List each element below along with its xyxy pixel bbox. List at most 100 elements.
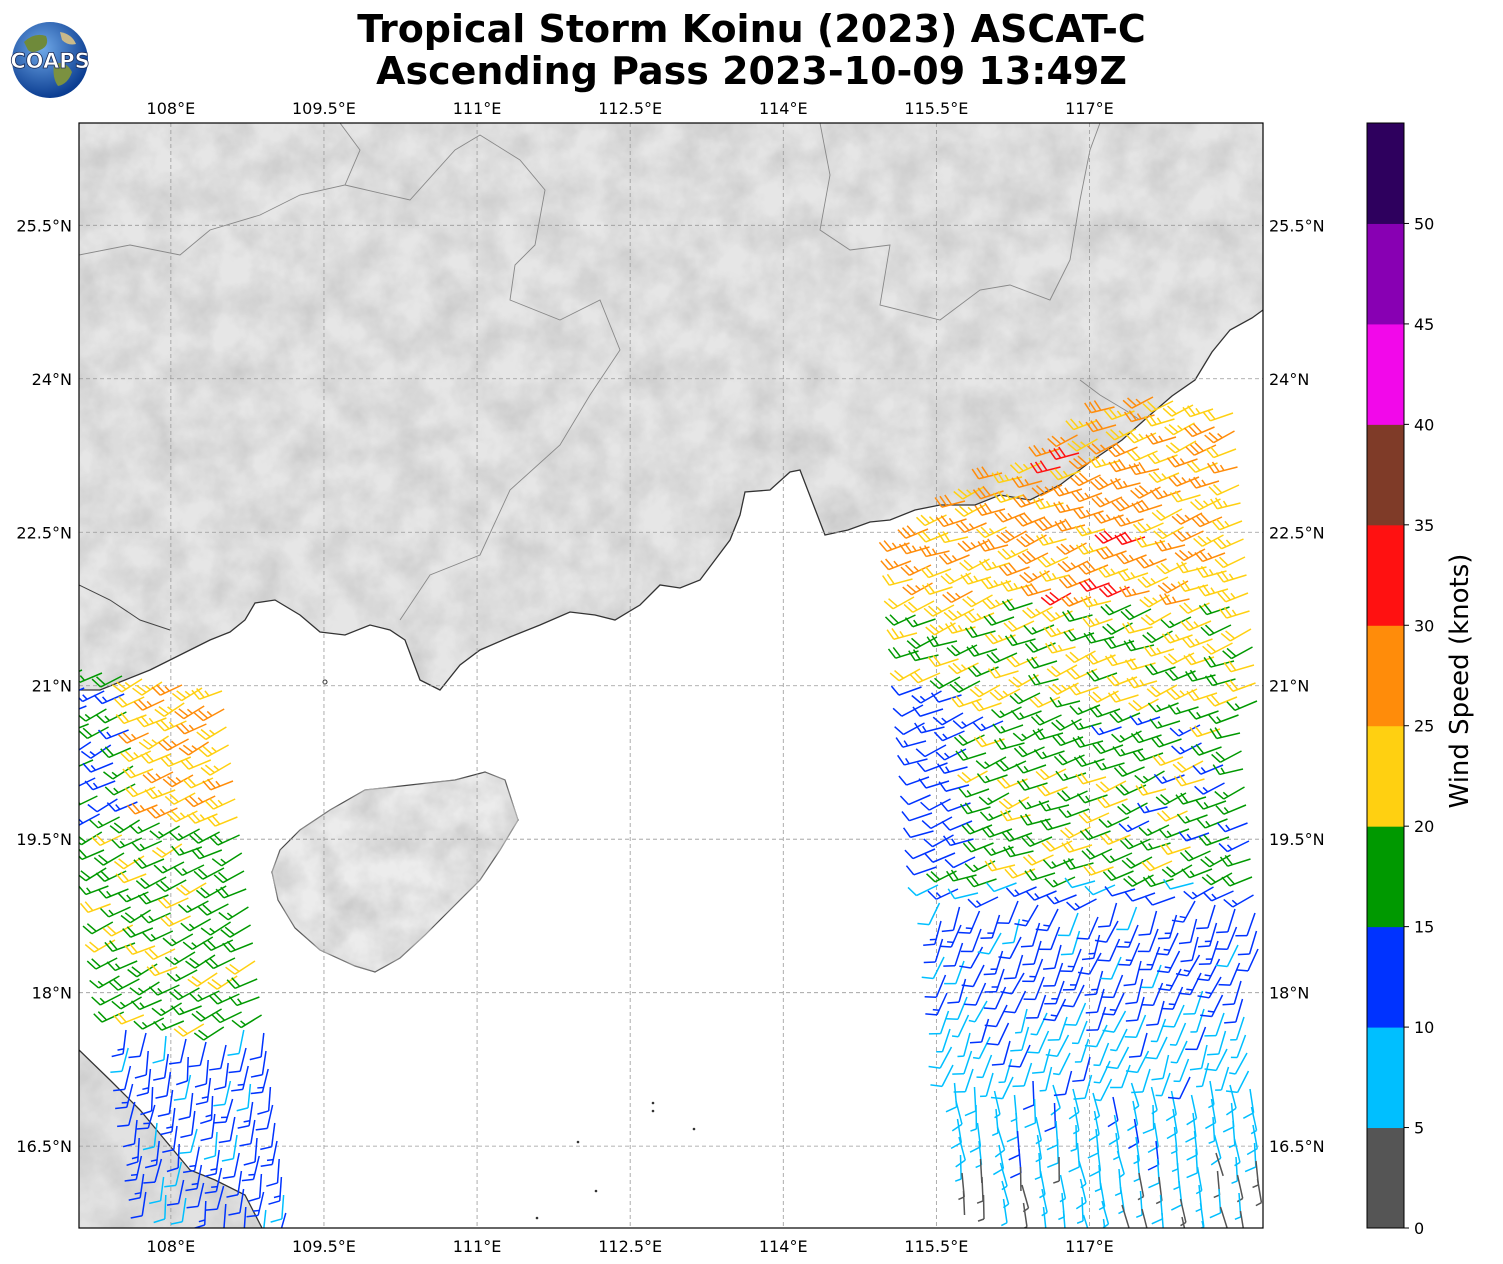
wind-barb [231,1014,262,1029]
wind-barb [905,865,937,876]
wind-barb [153,1020,185,1031]
wind-barb [1094,1078,1113,1102]
lon-tick-label-top: 114°E [759,99,808,118]
wind-barb [1072,1056,1091,1083]
wind-barb [1130,485,1161,499]
wind-barb [1255,1178,1263,1207]
wind-barb [943,608,975,621]
wind-barb [926,635,958,648]
wind-barb [1013,745,1045,758]
wind-barb [82,921,114,935]
wind-barb [220,924,251,938]
wind-barb [133,1017,165,1030]
wind-barb [188,990,220,1003]
wind-barb [1178,918,1198,945]
wind-barb [966,644,998,657]
wind-barb [1210,497,1241,510]
wind-barb [1046,664,1078,678]
wind-barb [1137,802,1168,814]
wind-barb [1135,783,1167,796]
wind-barb [173,864,205,877]
wind-barb [1067,438,1098,452]
wind-barb [1128,698,1159,712]
wind-barb [243,1206,247,1228]
wind-barb [1122,396,1154,409]
wind-barb [102,924,134,937]
wind-barb [964,982,987,1006]
wind-barb [1167,704,1199,715]
wind-barb [1024,868,1056,881]
wind-barb [927,655,959,668]
small-island [692,1127,696,1131]
wind-barb [1047,434,1078,448]
wind-barb [1197,922,1218,948]
wind-barb [1032,728,1064,741]
wind-barb [924,852,956,863]
colorbar-tick-label: 5 [1414,1119,1424,1138]
wind-barb [136,1068,152,1097]
wind-barb [228,1188,245,1216]
wind-barb [1197,976,1222,999]
wind-barb [1192,764,1224,775]
wind-barb [1075,542,1107,555]
wind-barb [195,885,227,899]
wind-barb [1223,660,1255,673]
wind-barb [1134,770,1165,784]
wind-barb [91,993,122,1006]
wind-barb [916,762,948,773]
wind-barb [1035,908,1059,932]
wind-barb [1204,430,1235,444]
wind-barb [202,778,234,791]
lat-tick-label-right: 24°N [1269,370,1309,389]
wind-barb [952,1050,973,1075]
wind-barb [1014,904,1039,927]
wind-barb [1098,902,1118,928]
lon-tick-label-top: 115.5°E [904,99,968,118]
wind-barb [1197,584,1229,597]
wind-barb [923,834,954,848]
wind-barb [136,1104,156,1130]
wind-barb [166,1143,180,1173]
wind-barb [187,972,218,987]
wind-barb [124,1155,143,1182]
wind-barb [983,986,1007,1010]
colorbar-tick-label: 25 [1414,717,1434,736]
wind-barb [1093,1060,1111,1084]
wind-barb [1043,998,1067,1022]
wind-barb [144,1140,160,1169]
lon-tick-label-top: 111°E [453,99,502,118]
wind-barb [1154,539,1186,552]
wind-barb [257,1086,272,1115]
wind-barb [1049,696,1081,708]
coastline-southwest [79,1049,263,1228]
colorbar-bin [1367,524,1404,626]
wind-barb [1022,940,1042,966]
wind-barb [1105,428,1137,441]
wind-barb [1042,1206,1047,1228]
wind-barb [908,649,939,662]
wind-barb [228,1047,247,1074]
wind-barb [1122,621,1153,634]
wind-barb [164,1161,183,1188]
wind-barb [1062,857,1094,871]
wind-barb [1000,1198,1008,1227]
wind-barb [115,1083,134,1110]
wind-barb [86,957,118,970]
wind-barb [112,678,143,693]
wind-barb [970,1104,978,1132]
wind-barb [228,996,260,1007]
wind-barb [1212,764,1244,776]
wind-barb [122,1119,138,1148]
wind-barb [983,950,1004,976]
wind-barb [936,763,968,774]
wind-barb [1026,994,1047,1019]
wind-barb [166,969,198,982]
wind-barb [1022,1202,1028,1228]
wind-barb [1093,759,1125,771]
wind-barb [984,1004,1008,1028]
wind-barb [1125,996,1145,1022]
wind-barb [1224,998,1244,1024]
wind-barb [983,614,1015,626]
wind-barb [1082,863,1114,876]
wind-barb [1105,1046,1130,1070]
